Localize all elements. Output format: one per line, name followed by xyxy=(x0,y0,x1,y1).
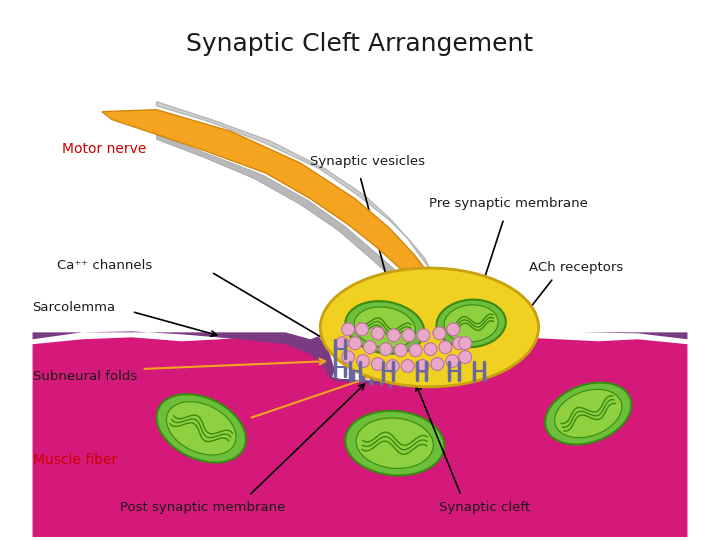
Ellipse shape xyxy=(416,360,429,373)
Ellipse shape xyxy=(431,357,444,370)
Polygon shape xyxy=(449,332,688,369)
Polygon shape xyxy=(156,134,415,295)
Ellipse shape xyxy=(401,360,414,373)
Ellipse shape xyxy=(320,268,539,387)
Ellipse shape xyxy=(447,323,460,336)
Ellipse shape xyxy=(444,305,498,342)
Text: Synaptic vesicles: Synaptic vesicles xyxy=(310,154,426,167)
Ellipse shape xyxy=(453,337,466,350)
Ellipse shape xyxy=(336,337,348,350)
Ellipse shape xyxy=(166,402,236,455)
Ellipse shape xyxy=(439,341,451,354)
Polygon shape xyxy=(32,336,688,537)
Ellipse shape xyxy=(354,307,415,348)
Ellipse shape xyxy=(345,411,444,476)
Ellipse shape xyxy=(356,355,369,368)
Text: Sarcolemma: Sarcolemma xyxy=(32,301,116,314)
Text: Muscle fiber: Muscle fiber xyxy=(32,453,117,467)
Text: Synaptic cleft: Synaptic cleft xyxy=(439,501,531,514)
Polygon shape xyxy=(156,102,429,268)
Ellipse shape xyxy=(342,323,354,336)
Polygon shape xyxy=(332,342,446,380)
Ellipse shape xyxy=(372,327,384,340)
Polygon shape xyxy=(102,110,434,295)
Ellipse shape xyxy=(342,350,354,363)
Ellipse shape xyxy=(436,300,505,347)
Text: Ca⁺⁺ channels: Ca⁺⁺ channels xyxy=(58,259,153,272)
Ellipse shape xyxy=(348,337,361,350)
Text: Subneural folds: Subneural folds xyxy=(32,370,137,383)
Ellipse shape xyxy=(356,323,369,336)
Ellipse shape xyxy=(545,382,631,444)
Ellipse shape xyxy=(424,343,437,356)
Ellipse shape xyxy=(379,343,392,356)
Text: Motor nerve: Motor nerve xyxy=(63,142,147,156)
Ellipse shape xyxy=(459,350,472,363)
Polygon shape xyxy=(32,332,330,374)
Ellipse shape xyxy=(364,341,377,354)
Text: Post synaptic membrane: Post synaptic membrane xyxy=(120,501,285,514)
Ellipse shape xyxy=(372,357,384,370)
Ellipse shape xyxy=(446,355,459,368)
Ellipse shape xyxy=(554,389,622,437)
Ellipse shape xyxy=(459,337,472,350)
Ellipse shape xyxy=(402,329,415,342)
Ellipse shape xyxy=(387,329,400,342)
Polygon shape xyxy=(310,335,466,384)
Ellipse shape xyxy=(417,329,430,342)
Text: Synaptic Cleft Arrangement: Synaptic Cleft Arrangement xyxy=(186,32,534,57)
Text: ACh receptors: ACh receptors xyxy=(528,260,623,274)
Ellipse shape xyxy=(387,360,399,373)
Ellipse shape xyxy=(156,394,246,463)
Ellipse shape xyxy=(395,344,407,356)
Ellipse shape xyxy=(346,301,424,354)
Text: Pre synaptic membrane: Pre synaptic membrane xyxy=(429,197,588,210)
Ellipse shape xyxy=(409,344,422,356)
Ellipse shape xyxy=(356,418,433,468)
Ellipse shape xyxy=(433,327,446,340)
